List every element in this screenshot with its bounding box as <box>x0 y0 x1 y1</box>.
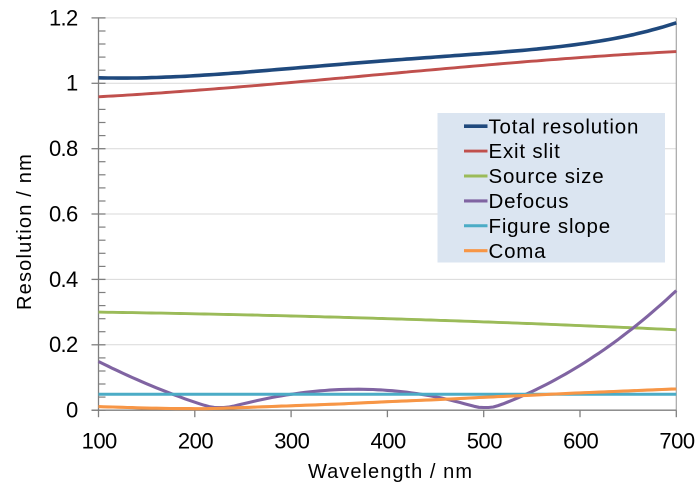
svg-text:200: 200 <box>178 428 213 453</box>
svg-text:0.8: 0.8 <box>49 136 78 161</box>
svg-text:1: 1 <box>66 71 78 96</box>
svg-text:0.4: 0.4 <box>49 267 78 292</box>
svg-text:Figure slope: Figure slope <box>489 215 611 238</box>
svg-text:Wavelength / nm: Wavelength / nm <box>308 461 473 483</box>
svg-text:600: 600 <box>563 428 598 453</box>
svg-text:Resolution / nm: Resolution / nm <box>14 153 36 310</box>
svg-text:700: 700 <box>659 428 694 453</box>
svg-text:Source size: Source size <box>489 165 605 188</box>
svg-text:Exit slit: Exit slit <box>489 140 561 163</box>
svg-text:500: 500 <box>467 428 502 453</box>
svg-text:1.2: 1.2 <box>49 5 78 30</box>
svg-text:Total resolution: Total resolution <box>489 115 640 138</box>
svg-text:400: 400 <box>370 428 405 453</box>
svg-text:100: 100 <box>82 428 117 453</box>
svg-text:Coma: Coma <box>489 240 547 263</box>
svg-text:0.6: 0.6 <box>49 201 78 226</box>
svg-text:Defocus: Defocus <box>489 190 570 213</box>
svg-text:300: 300 <box>274 428 309 453</box>
svg-text:0: 0 <box>66 398 78 423</box>
svg-text:0.2: 0.2 <box>49 332 78 357</box>
